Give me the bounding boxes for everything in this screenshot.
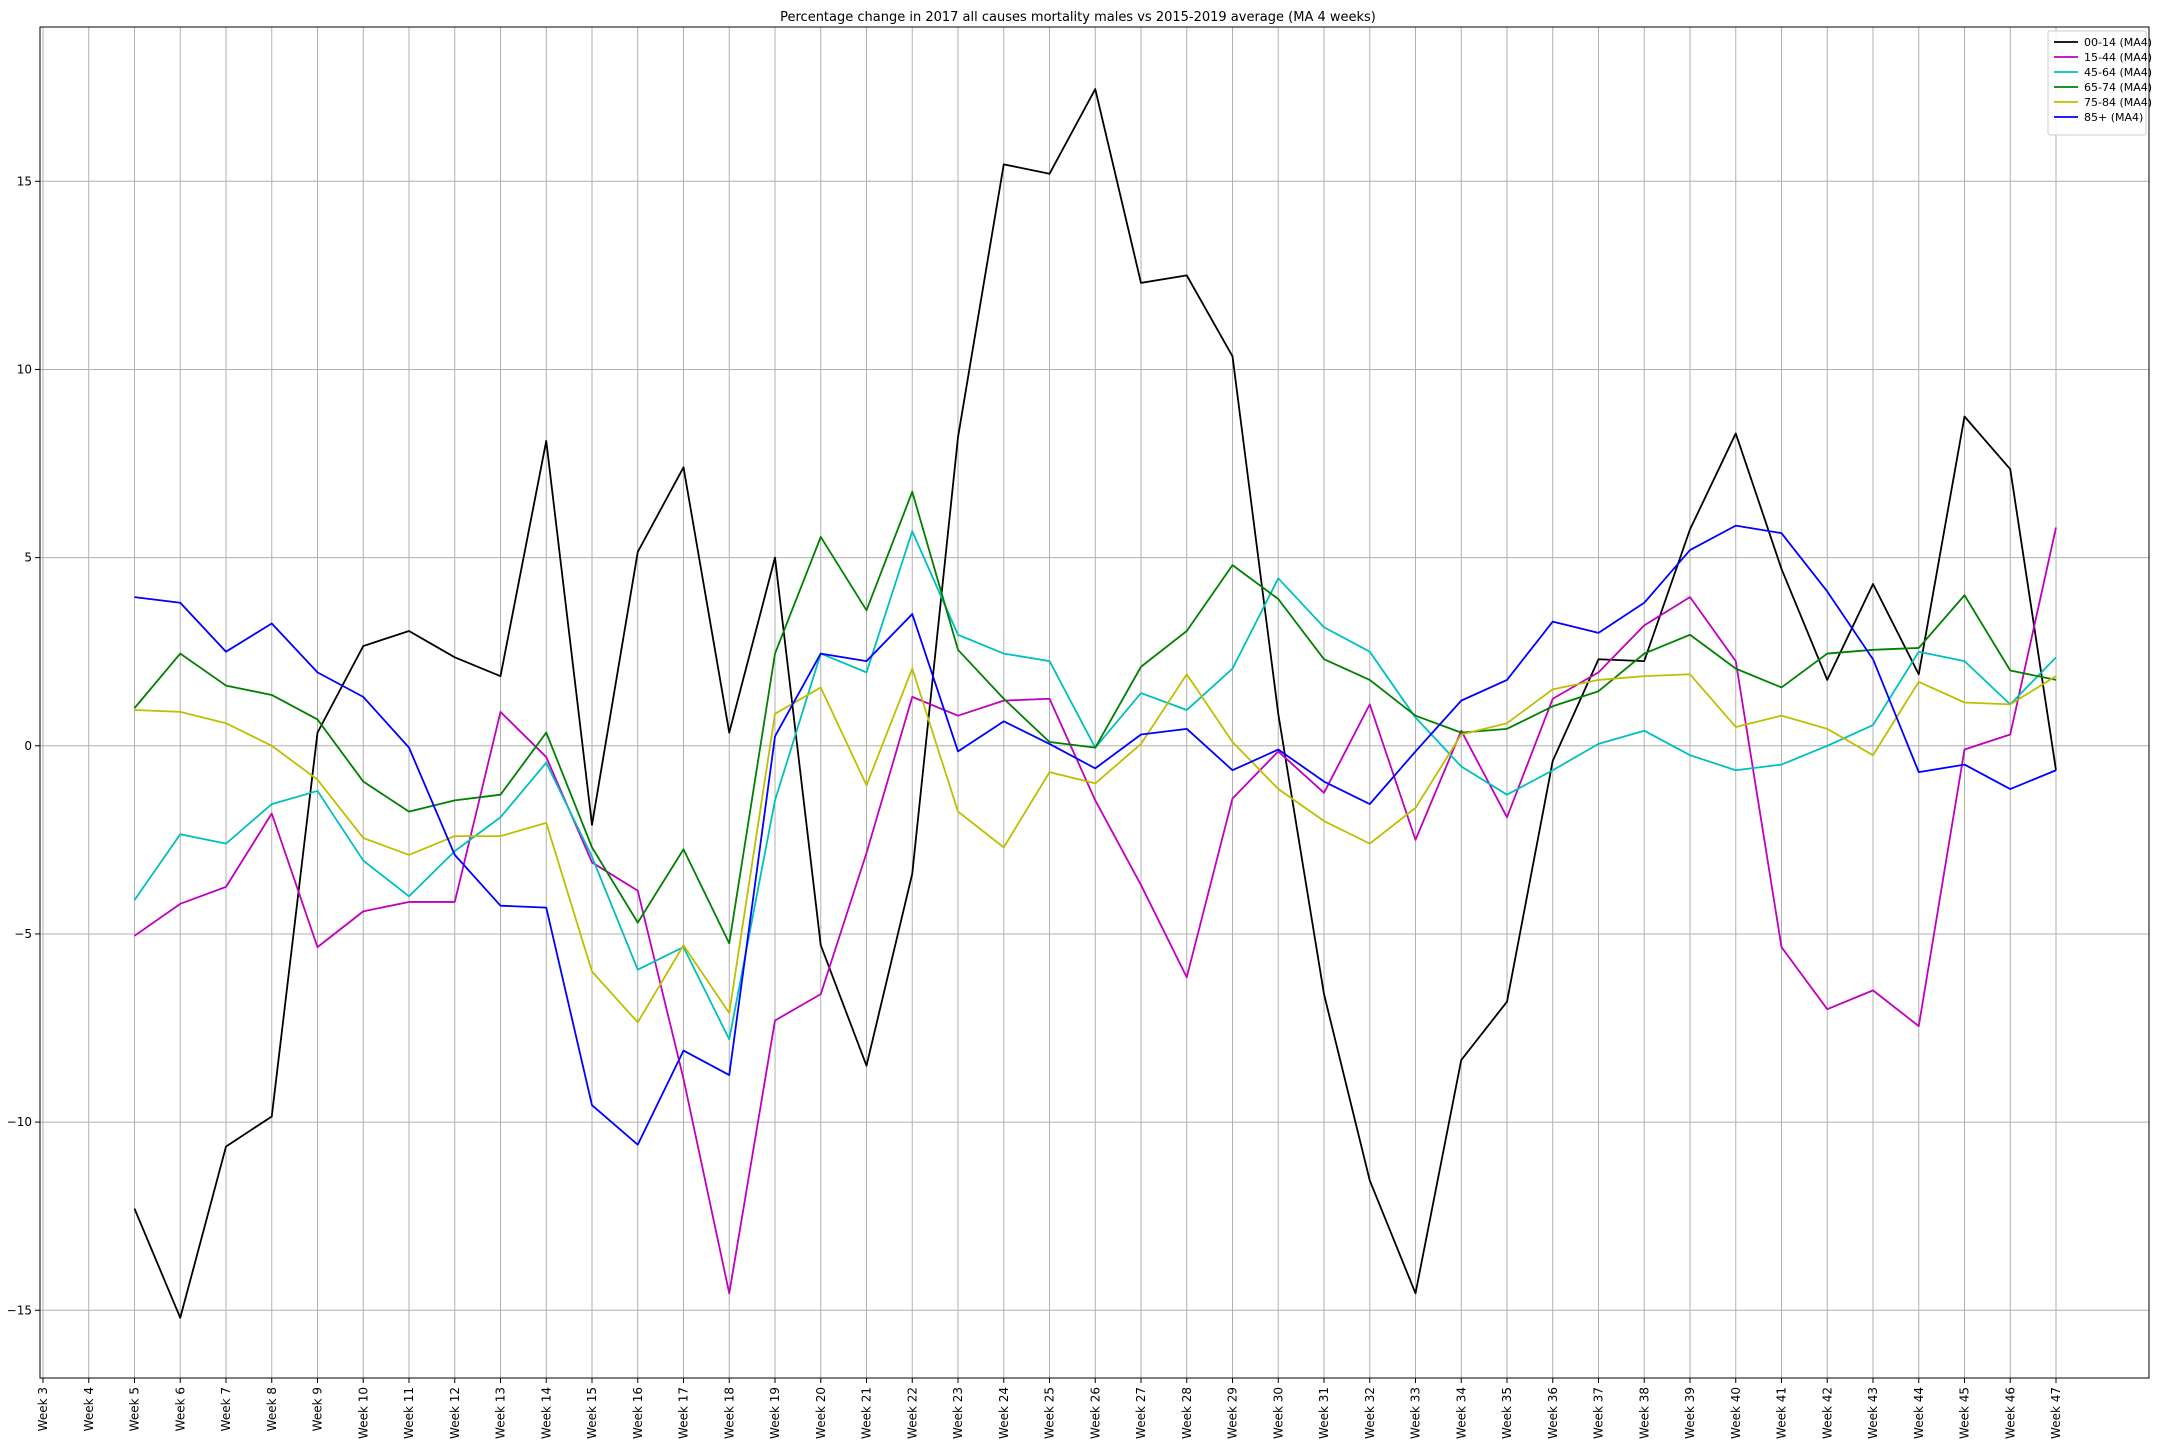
y-tick-label: 15 xyxy=(17,174,32,188)
x-tick-label: Week 36 xyxy=(1546,1387,1560,1439)
x-tick-label: Week 35 xyxy=(1500,1387,1514,1439)
x-tick-label: Week 47 xyxy=(2049,1387,2063,1439)
x-tick-label: Week 4 xyxy=(82,1387,96,1431)
y-tick-label: 10 xyxy=(17,362,32,376)
legend-label: 65-74 (MA4) xyxy=(2084,81,2152,94)
series-line xyxy=(133,527,2057,1295)
y-tick-label: 5 xyxy=(24,551,32,565)
grid xyxy=(40,27,2149,1378)
y-tick-label: −10 xyxy=(7,1115,32,1129)
x-tick-label: Week 31 xyxy=(1317,1387,1331,1439)
x-tick-label: Week 3 xyxy=(36,1387,50,1431)
legend: 00-14 (MA4) 15-44 (MA4) 45-64 (MA4) 65-74 (… xyxy=(2047,30,2152,136)
x-tick-label: Week 28 xyxy=(1180,1387,1194,1439)
legend-label: 75-84 (MA4) xyxy=(2084,96,2152,109)
legend-label: 85+ (MA4) xyxy=(2084,111,2143,124)
x-tick-label: Week 40 xyxy=(1729,1387,1743,1439)
x-tick-label: Week 5 xyxy=(128,1387,142,1431)
x-tick-label: Week 29 xyxy=(1226,1387,1240,1439)
series-lines xyxy=(133,88,2057,1319)
y-tick-label: −5 xyxy=(14,927,32,941)
x-tick-label: Week 20 xyxy=(814,1387,828,1439)
series-line xyxy=(133,88,2057,1319)
x-tick-label: Week 39 xyxy=(1683,1387,1697,1439)
x-tick-label: Week 45 xyxy=(1958,1387,1972,1439)
x-tick-label: Week 32 xyxy=(1363,1387,1377,1439)
x-tick-label: Week 23 xyxy=(951,1387,965,1439)
x-tick-label: Week 22 xyxy=(905,1387,919,1439)
x-tick-label: Week 8 xyxy=(265,1387,279,1431)
x-tick-label: Week 11 xyxy=(402,1387,416,1439)
x-tick-label: Week 30 xyxy=(1271,1387,1285,1439)
legend-label: 45-64 (MA4) xyxy=(2084,66,2152,79)
x-tick-label: Week 21 xyxy=(860,1387,874,1439)
plot-frame xyxy=(39,26,2150,1379)
x-tick-label: Week 26 xyxy=(1088,1387,1102,1439)
x-tick-label: Week 38 xyxy=(1637,1387,1651,1439)
x-tick-label: Week 16 xyxy=(631,1387,645,1439)
x-tick-label: Week 18 xyxy=(722,1387,736,1439)
y-tick-label: 0 xyxy=(24,739,32,753)
x-tick-label: Week 9 xyxy=(311,1387,325,1431)
legend-label: 15-44 (MA4) xyxy=(2084,51,2152,64)
x-tick-label: Week 12 xyxy=(448,1387,462,1439)
x-tick-label: Week 6 xyxy=(173,1387,187,1431)
x-tick-label: Week 24 xyxy=(997,1387,1011,1439)
series-line xyxy=(133,490,2057,945)
series-line xyxy=(134,524,2057,1146)
x-tick-label: Week 42 xyxy=(1820,1387,1834,1439)
x-tick-label: Week 13 xyxy=(494,1387,508,1439)
x-tick-label: Week 46 xyxy=(2003,1387,2017,1439)
x-tick-label: Week 17 xyxy=(677,1387,691,1439)
x-tick-label: Week 43 xyxy=(1866,1387,1880,1439)
x-tick-label: Week 34 xyxy=(1454,1387,1468,1439)
x-tick-label: Week 27 xyxy=(1134,1387,1148,1439)
chart-title: Percentage change in 2017 all causes mor… xyxy=(780,10,1376,25)
x-tick-label: Week 15 xyxy=(585,1387,599,1439)
series-line xyxy=(134,667,2057,1024)
x-tick-label: Week 14 xyxy=(539,1387,553,1439)
x-tick-label: Week 19 xyxy=(768,1387,782,1439)
x-tick-label: Week 25 xyxy=(1043,1387,1057,1439)
axis-ticks: Week 3 Week 4 Week 5 Week 6 Week 7 Week 8 Week… xyxy=(7,174,2063,1439)
x-tick-label: Week 10 xyxy=(356,1387,370,1439)
x-tick-label: Week 7 xyxy=(219,1387,233,1431)
legend-label: 00-14 (MA4) xyxy=(2084,36,2152,49)
y-tick-label: −15 xyxy=(7,1303,32,1317)
x-tick-label: Week 41 xyxy=(1775,1387,1789,1439)
x-tick-label: Week 44 xyxy=(1912,1387,1926,1439)
x-tick-label: Week 37 xyxy=(1592,1387,1606,1439)
x-tick-label: Week 33 xyxy=(1409,1387,1423,1439)
